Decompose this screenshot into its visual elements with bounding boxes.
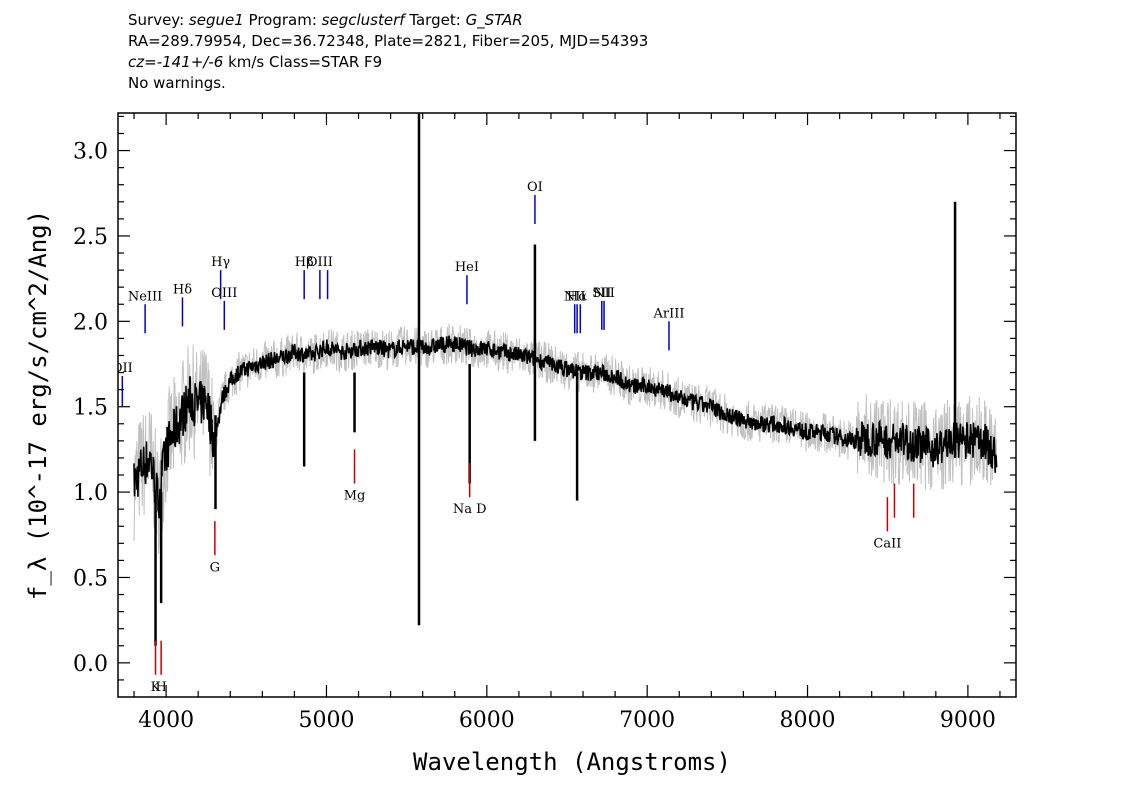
plot-frame	[117, 112, 1017, 698]
emission-label-6: OIII	[307, 255, 333, 270]
program-label: Program:	[248, 11, 317, 29]
y-tick-label-5: 2.5	[73, 225, 108, 250]
y-axis-title: f_λ (10^-17 erg/s/cm^2/Ang)	[24, 210, 52, 600]
y-tick-label-6: 3.0	[73, 140, 108, 165]
emission-label-14: NII	[593, 286, 615, 301]
target-label: Target:	[409, 11, 461, 29]
survey-label: Survey:	[128, 11, 185, 29]
emission-label-1: NeIII	[128, 289, 162, 304]
header-line-2: RA=289.79954, Dec=36.72348, Plate=2821, …	[128, 32, 649, 50]
y-tick-label-4: 2.0	[73, 310, 108, 335]
y-tick-label-1: 0.5	[73, 566, 108, 591]
emission-label-2: Hδ	[173, 282, 192, 297]
y-tick-label-0: 0.0	[73, 652, 108, 677]
x-tick-label-5000: 5000	[298, 708, 354, 733]
absorption-label-3: Mg	[344, 489, 366, 504]
emission-label-4: OIII	[211, 286, 237, 301]
x-tick-label-7000: 7000	[619, 708, 675, 733]
emission-label-13: SII	[592, 286, 611, 301]
absorption-label-0: K	[151, 680, 161, 695]
y-tick-label-2: 1.0	[73, 481, 108, 506]
emission-label-9: OI	[527, 180, 543, 195]
header-line-4: No warnings.	[128, 74, 226, 92]
emission-label-11: Hα	[567, 289, 587, 304]
emission-label-8: HeI	[455, 260, 479, 275]
absorption-label-5: CaII	[873, 536, 901, 551]
header-line-3: cz=-141+/-6 km/s Class=STAR F9	[128, 52, 648, 73]
x-tick-label-6000: 6000	[459, 708, 515, 733]
absorption-label-4: Na D	[453, 502, 487, 517]
x-tick-label-4000: 4000	[138, 708, 194, 733]
emission-label-10: NII	[564, 289, 586, 304]
emission-label-0: OII	[112, 361, 133, 376]
flux-spectrum-line	[133, 335, 998, 519]
x-tick-label-9000: 9000	[940, 708, 996, 733]
emission-label-15: ArIII	[652, 306, 684, 321]
absorption-label-2: G	[210, 560, 220, 575]
redshift-value: cz=-141+/-6	[128, 53, 224, 71]
y-tick-label-3: 1.5	[73, 396, 108, 421]
emission-label-3: Hγ	[211, 255, 230, 270]
redshift-class: km/s Class=STAR F9	[223, 53, 383, 71]
survey-value: segue1	[188, 11, 244, 29]
spectrum-header: Survey: segue1 Program: segclusterf Targ…	[128, 10, 648, 94]
absorption-label-1: H	[155, 680, 166, 695]
x-axis-title: Wavelength (Angstroms)	[413, 748, 731, 776]
program-value: segclusterf	[321, 11, 405, 29]
x-tick-label-8000: 8000	[780, 708, 836, 733]
emission-label-5: Hβ	[295, 255, 314, 270]
target-value: G_STAR	[465, 11, 523, 29]
header-line-1: Survey: segue1 Program: segclusterf Targ…	[128, 10, 648, 31]
